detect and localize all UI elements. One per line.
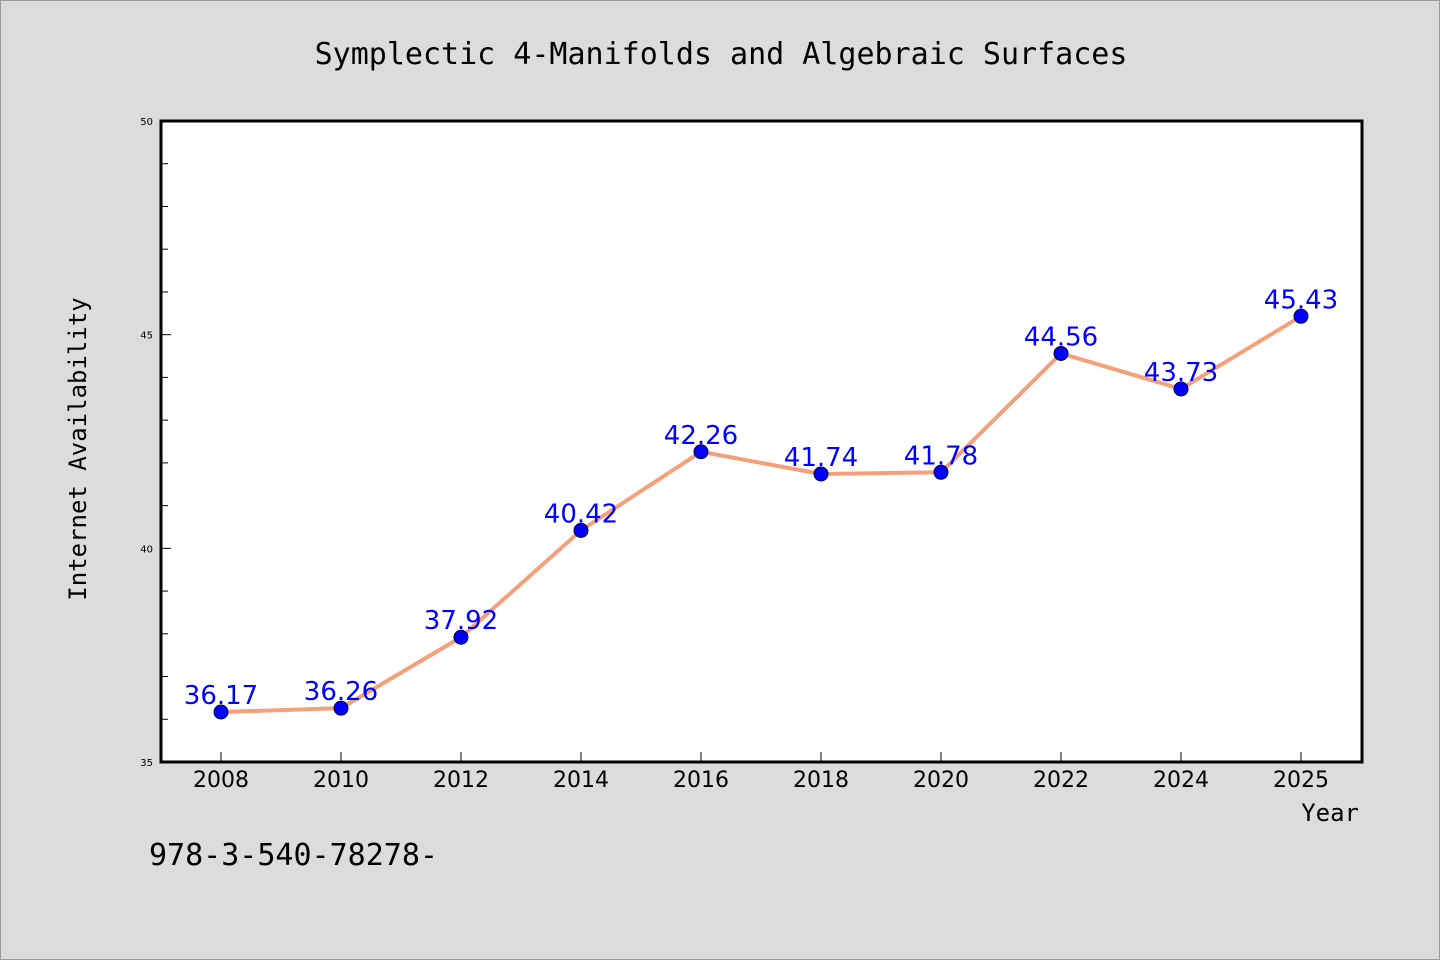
data-point — [1293, 308, 1309, 324]
data-point — [453, 629, 469, 645]
y-tick-label: 35 — [140, 758, 153, 769]
x-axis: 2008 2010 2012 2014 2016 2018 2020 2022 2024 2025 — [193, 752, 1329, 793]
x-tick-label: 2014 — [553, 768, 609, 793]
x-tick-label: 2018 — [793, 768, 849, 793]
data-point — [693, 444, 709, 460]
series-line — [219, 314, 1303, 715]
series-markers — [213, 308, 1309, 720]
data-label: 41.78 — [904, 441, 978, 471]
y-axis-label: Internet Availability — [64, 297, 92, 600]
y-tick-label: 45 — [140, 331, 153, 342]
x-tick-label: 2024 — [1153, 768, 1209, 793]
x-tick-label: 2008 — [193, 768, 249, 793]
data-point — [333, 700, 349, 716]
chart-title: Symplectic 4-Manifolds and Algebraic Sur… — [315, 37, 1128, 72]
data-label: 36.17 — [184, 681, 258, 711]
y-tick-label: 40 — [140, 544, 153, 555]
y-axis: 35 40 45 50 — [140, 117, 171, 769]
series-line-group — [219, 314, 1303, 715]
data-point — [1053, 345, 1069, 361]
x-tick-label: 2022 — [1033, 768, 1089, 793]
data-label: 44.56 — [1024, 322, 1098, 352]
data-point — [813, 466, 829, 482]
data-label: 41.74 — [784, 443, 858, 473]
footnote-text: 978-3-540-78278- — [149, 838, 438, 873]
data-labels: 36.17 36.26 37.92 40.42 42.26 41.74 41.78 44.56… — [184, 285, 1338, 711]
data-point — [213, 704, 229, 720]
x-tick-label: 2016 — [673, 768, 729, 793]
x-axis-label: Year — [1301, 799, 1359, 827]
x-tick-label: 2012 — [433, 768, 489, 793]
x-tick-label: 2010 — [313, 768, 369, 793]
data-point — [573, 522, 589, 538]
x-tick-label: 2020 — [913, 768, 969, 793]
data-label: 40.42 — [544, 499, 618, 529]
data-label: 37.92 — [424, 606, 498, 636]
data-point — [933, 464, 949, 480]
y-tick-label: 50 — [140, 117, 153, 128]
data-label: 43.73 — [1144, 358, 1218, 388]
data-label: 42.26 — [664, 421, 738, 451]
data-label: 45.43 — [1264, 285, 1338, 315]
plot-area — [159, 119, 1364, 764]
data-label: 36.26 — [304, 677, 378, 707]
data-point — [1173, 381, 1189, 397]
x-tick-label: 2025 — [1273, 768, 1329, 793]
